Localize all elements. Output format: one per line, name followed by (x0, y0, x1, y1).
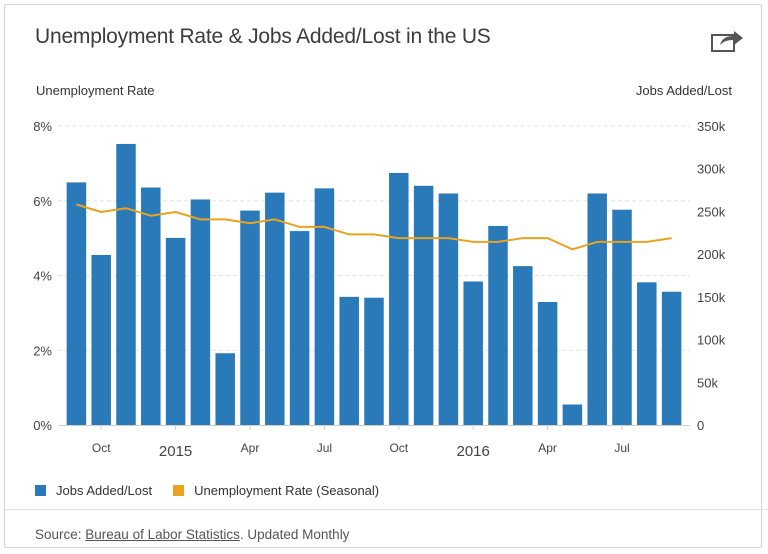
right-tick-label: 350k (697, 119, 726, 134)
source-line: Source: Bureau of Labor Statistics. Upda… (35, 527, 349, 542)
legend: Jobs Added/Lost Unemployment Rate (Seaso… (35, 483, 400, 498)
legend-item-unemployment[interactable]: Unemployment Rate (Seasonal) (173, 483, 379, 498)
legend-swatch-unemployment (173, 485, 185, 496)
source-prefix: Source: (35, 527, 86, 542)
chart-title: Unemployment Rate & Jobs Added/Lost in t… (35, 25, 491, 48)
left-axis-title: Unemployment Rate (36, 83, 155, 98)
bar (438, 193, 459, 425)
bar (513, 266, 533, 425)
bar (463, 281, 483, 425)
x-tick-label: Jul (614, 441, 629, 455)
right-tick-label: 0 (697, 418, 704, 433)
right-tick-label: 250k (697, 204, 726, 219)
bar (314, 188, 335, 425)
x-tick-label: Apr (241, 441, 260, 455)
footer-divider (5, 509, 768, 510)
left-tick-label: 8% (33, 119, 52, 134)
legend-label-unemployment: Unemployment Rate (Seasonal) (194, 483, 380, 498)
bar (661, 291, 682, 425)
unemployment-line (76, 203, 672, 251)
right-tick-label: 100k (697, 333, 726, 348)
bar (289, 231, 310, 425)
x-tick-label: Oct (389, 441, 408, 455)
share-icon[interactable] (710, 27, 744, 53)
bar (488, 225, 508, 425)
left-tick-label: 6% (33, 194, 52, 209)
left-tick-label: 2% (33, 343, 52, 358)
bar (265, 192, 285, 425)
bar (116, 143, 136, 425)
right-tick-label: 50k (697, 375, 718, 390)
bar (587, 193, 607, 425)
x-tick-label: 2016 (457, 443, 490, 460)
legend-item-jobs[interactable]: Jobs Added/Lost (35, 483, 152, 498)
bar (66, 182, 87, 425)
x-tick-label: 2015 (159, 443, 192, 460)
bar (637, 282, 657, 425)
bar (190, 199, 211, 425)
right-tick-label: 150k (697, 290, 726, 305)
bar (413, 185, 434, 425)
bar (240, 210, 260, 425)
bar (537, 301, 558, 425)
right-axis-title: Jobs Added/Lost (635, 83, 732, 98)
bar (141, 187, 161, 425)
bar (91, 254, 111, 425)
bar (389, 172, 409, 425)
source-link[interactable]: Bureau of Labor Statistics (85, 527, 240, 542)
bar (215, 353, 235, 425)
right-tick-label: 300k (697, 162, 726, 177)
legend-label-jobs: Jobs Added/Lost (56, 483, 153, 498)
bar (612, 209, 632, 425)
left-tick-label: 4% (33, 269, 52, 284)
right-tick-label: 200k (697, 247, 726, 262)
bar (339, 296, 359, 425)
bar (165, 237, 186, 425)
bar (562, 404, 583, 425)
source-suffix: . Updated Monthly (239, 527, 350, 542)
bar (364, 297, 384, 425)
x-tick-label: Apr (538, 441, 557, 455)
x-tick-label: Jul (317, 441, 332, 455)
left-tick-label: 0% (33, 418, 52, 433)
x-tick-label: Oct (92, 441, 111, 455)
legend-swatch-jobs (35, 485, 46, 496)
